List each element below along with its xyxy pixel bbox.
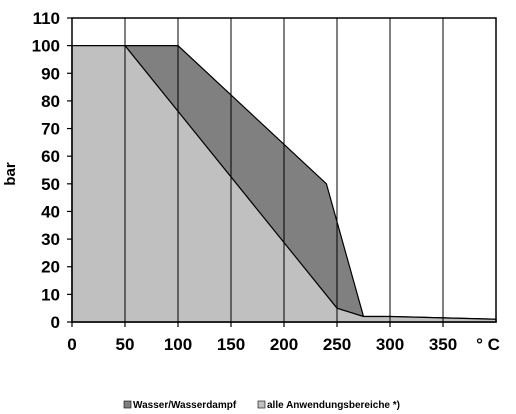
legend-label-1: alle Anwendungsbereiche *) [267, 400, 400, 411]
y-tick-label: 30 [41, 230, 60, 249]
x-tick-label: 50 [116, 335, 135, 354]
x-axis-unit-label: ° C [476, 335, 500, 354]
y-tick-label: 20 [41, 258, 60, 277]
y-tick-label: 10 [41, 285, 60, 304]
legend-swatch-0 [123, 400, 132, 409]
y-tick-label: 60 [41, 147, 60, 166]
x-tick-label: 150 [217, 335, 245, 354]
legend-label-0: Wasser/Wasserdampf [133, 400, 237, 411]
x-tick-label: 200 [270, 335, 298, 354]
x-tick-label: 0 [67, 335, 76, 354]
y-tick-label: 110 [33, 9, 60, 28]
y-axis-label: bar [2, 162, 19, 186]
x-tick-label: 100 [164, 335, 192, 354]
legend-swatch-1 [257, 400, 266, 409]
x-tick-label: 250 [323, 335, 351, 354]
x-tick-label: 350 [429, 335, 457, 354]
tick-marks [67, 17, 444, 327]
y-tick-label: 70 [41, 120, 60, 139]
y-tick-label: 50 [41, 175, 60, 194]
legend: Wasser/Wasserdampf alle Anwendungsbereich… [123, 400, 400, 411]
y-tick-label: 100 [32, 37, 60, 56]
y-tick-labels: 0 10 20 30 40 50 60 70 80 90 100 110 [32, 9, 60, 332]
x-tick-label: 300 [376, 335, 404, 354]
y-tick-label: 90 [41, 64, 60, 83]
vertical-gridlines [124, 18, 444, 322]
y-tick-label: 80 [41, 92, 60, 111]
y-tick-label: 0 [51, 313, 60, 332]
y-tick-label: 40 [41, 202, 60, 221]
x-tick-labels: 0 50 100 150 200 250 300 350 [67, 335, 457, 354]
